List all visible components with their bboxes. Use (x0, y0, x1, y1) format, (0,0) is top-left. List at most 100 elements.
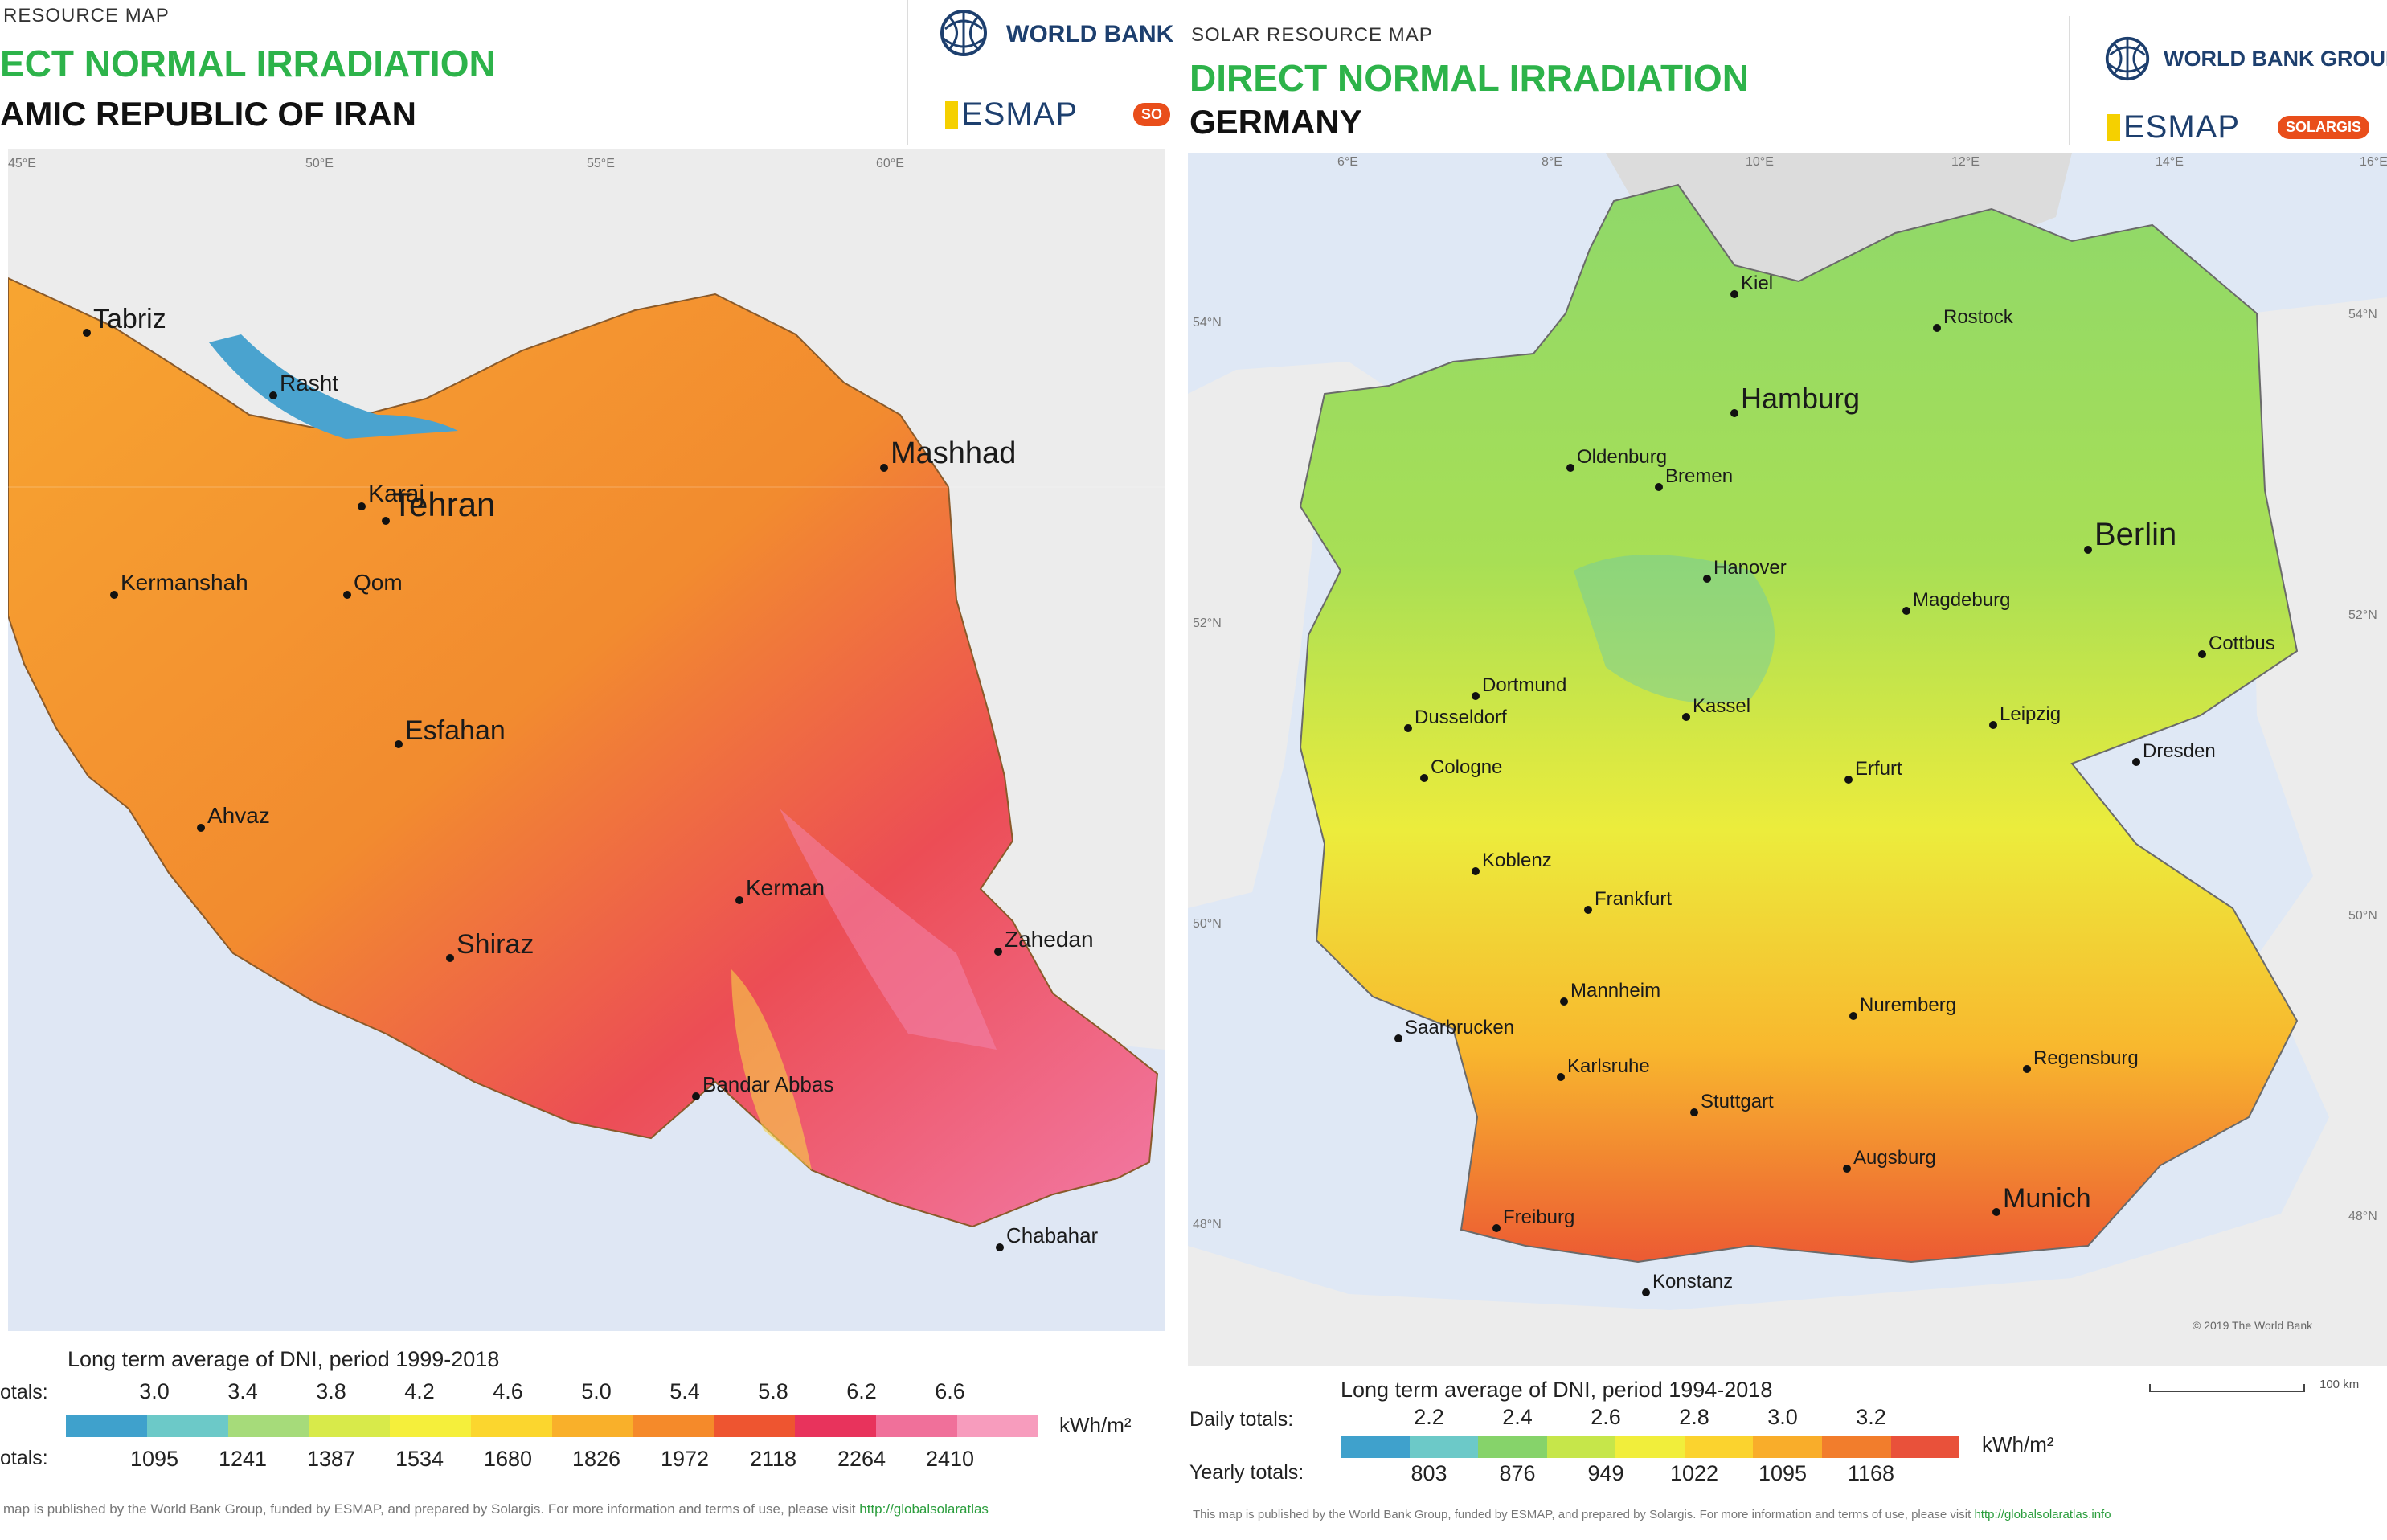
iran-lon-label: 45°E (8, 157, 36, 170)
germany-legend-unit: kWh/m² (1982, 1432, 2054, 1456)
iran-footer-link[interactable]: http://globalsolaratlas (859, 1501, 989, 1517)
iran-longitude-labels: 45°E 50°E 55°E 60°E (8, 157, 904, 170)
germany-city-dot (1730, 290, 1738, 298)
iran-city-label: Zahedan (1005, 927, 1094, 952)
germany-city-label: Dortmund (1482, 674, 1566, 696)
germany-esmap-text: ESMAP (2123, 109, 2241, 145)
germany-city-label: Stuttgart (1701, 1091, 1774, 1112)
iran-lon-label: 55°E (587, 157, 615, 170)
germany-lon-label: 8°E (1542, 155, 1562, 169)
germany-city-dot (1682, 713, 1690, 721)
germany-daily-value: 3.0 (1767, 1405, 1798, 1429)
iran-legend-colorbar (66, 1415, 1038, 1437)
germany-city-label: Koblenz (1482, 850, 1552, 871)
germany-city-label: Konstanz (1652, 1271, 1733, 1292)
germany-city-label: Dusseldorf (1415, 707, 1507, 728)
iran-world-bank-text: WORLD BANK (1006, 21, 1173, 47)
iran-daily-row-label: otals: (0, 1381, 48, 1403)
iran-colorbar-segment (146, 1415, 228, 1437)
germany-city-label: Munich (2003, 1183, 2091, 1214)
germany-city-dot (2132, 758, 2140, 766)
germany-dni-map: 6°E 8°E 10°E 12°E 14°E 16°E 54°N 52°N 50… (1188, 153, 2387, 1366)
iran-city-label: Bandar Abbas (702, 1072, 833, 1096)
germany-city-dot (1843, 1165, 1851, 1173)
iran-city-label: Qom (354, 570, 403, 595)
iran-city-dot (269, 391, 277, 399)
germany-city-label: Berlin (2094, 517, 2176, 552)
germany-city-label: Erfurt (1855, 758, 1902, 780)
germany-green-zone (1574, 555, 1775, 703)
germany-footer-text: This map is published by the World Bank … (1193, 1508, 1975, 1522)
iran-colorbar-segment (390, 1415, 472, 1437)
germany-city-dot (1566, 464, 1574, 472)
germany-colorbar-segment (1546, 1436, 1616, 1458)
iran-esmap-logo-icon (945, 101, 958, 129)
germany-city-label: Cologne (1431, 756, 1502, 778)
iran-solargis-badge: SO (1133, 103, 1171, 126)
iran-yearly-value: 1972 (660, 1447, 710, 1471)
iran-city-dot (880, 464, 888, 472)
germany-city-dot (1703, 575, 1711, 583)
iran-colorbar-segment (309, 1415, 391, 1437)
germany-lon-label: 16°E (2360, 155, 2387, 169)
germany-city-label: Oldenburg (1577, 446, 1667, 468)
iran-dni-map: 45°E 50°E 55°E 60°E Tabriz Rasht Mashhad Ka… (8, 149, 1165, 1331)
iran-world-bank-logo-icon (940, 10, 987, 56)
germany-city-dot (1844, 776, 1853, 784)
germany-daily-value: 2.6 (1591, 1405, 1621, 1429)
germany-city-dot (2023, 1065, 2031, 1073)
iran-yearly-row-label: otals: (0, 1447, 48, 1469)
germany-esmap-logo-icon (2107, 114, 2120, 141)
iran-city-dot (343, 591, 351, 599)
germany-city-label: Mannheim (1570, 980, 1660, 1001)
iran-city-dot (692, 1092, 700, 1100)
germany-latitude-labels-right: 54°N 52°N 50°N 48°N (2348, 308, 2377, 1223)
iran-city-label: Shiraz (457, 929, 534, 960)
iran-footer: map is published by the World Bank Group… (3, 1501, 989, 1517)
iran-daily-value: 5.4 (669, 1379, 700, 1403)
iran-daily-value: 5.8 (758, 1379, 788, 1403)
germany-colorbar-segment (1409, 1436, 1479, 1458)
iran-city-label: Karaj (368, 481, 424, 507)
germany-footer: This map is published by the World Bank … (1193, 1508, 2111, 1522)
germany-yearly-value: 876 (1499, 1461, 1536, 1485)
germany-city-label: Cottbus (2209, 633, 2275, 654)
iran-colorbar-segment (714, 1415, 796, 1437)
germany-lon-label: 6°E (1337, 155, 1358, 169)
iran-yearly-value: 1241 (218, 1447, 268, 1471)
iran-city-dot (358, 502, 366, 510)
germany-yearly-value: 803 (1410, 1461, 1447, 1485)
germany-city-label: Bremen (1665, 465, 1733, 487)
iran-yearly-value: 2264 (837, 1447, 886, 1471)
iran-city-dot (382, 517, 390, 525)
iran-colorbar-segment (957, 1415, 1038, 1437)
germany-country: GERMANY (1189, 103, 1362, 141)
germany-solargis-badge: SOLARGIS (2278, 116, 2370, 139)
iran-city-label: Ahvaz (207, 803, 270, 828)
germany-yearly-value: 1168 (1847, 1461, 1895, 1485)
iran-colorbar-segment (795, 1415, 877, 1437)
iran-country: AMIC REPUBLIC OF IRAN (0, 95, 416, 133)
iran-daily-value: 3.0 (139, 1379, 170, 1403)
germany-city-dot (1560, 997, 1568, 1006)
germany-lat-label: 52°N (1193, 616, 1222, 630)
iran-yearly-value: 1534 (395, 1447, 444, 1471)
germany-world-bank-text: WORLD BANK GROUP (2164, 47, 2387, 71)
iran-footer-text: map is published by the World Bank Group… (3, 1501, 860, 1517)
germany-legend-caption: Long term average of DNI, period 1994-20… (1341, 1378, 1773, 1402)
germany-city-dot (1902, 607, 1910, 615)
germany-city-dot (1849, 1012, 1857, 1020)
germany-daily-value: 2.2 (1414, 1405, 1444, 1429)
germany-city-label: Karlsruhe (1567, 1055, 1650, 1077)
germany-latitude-labels-left: 54°N 52°N 50°N 48°N (1193, 316, 1222, 1231)
iran-colorbar-segment (66, 1415, 147, 1437)
germany-yearly-value: 949 (1587, 1461, 1624, 1485)
iran-pink-zone (780, 809, 997, 1050)
caspian-coast-strip (209, 334, 458, 439)
germany-footer-link[interactable]: http://globalsolaratlas.info (1974, 1508, 2111, 1522)
iran-city-label: Rasht (280, 371, 338, 395)
germany-city-dot (1557, 1073, 1565, 1081)
germany-yearly-value: 1022 (1669, 1461, 1719, 1485)
germany-country-shape (1299, 183, 2299, 1264)
